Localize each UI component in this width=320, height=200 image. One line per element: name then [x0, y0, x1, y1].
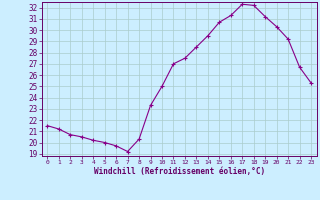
X-axis label: Windchill (Refroidissement éolien,°C): Windchill (Refroidissement éolien,°C) — [94, 167, 265, 176]
